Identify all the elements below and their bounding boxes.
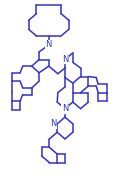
Text: N: N bbox=[46, 40, 52, 50]
Text: N: N bbox=[50, 119, 57, 128]
Text: N: N bbox=[62, 55, 68, 64]
Text: N: N bbox=[62, 104, 68, 113]
